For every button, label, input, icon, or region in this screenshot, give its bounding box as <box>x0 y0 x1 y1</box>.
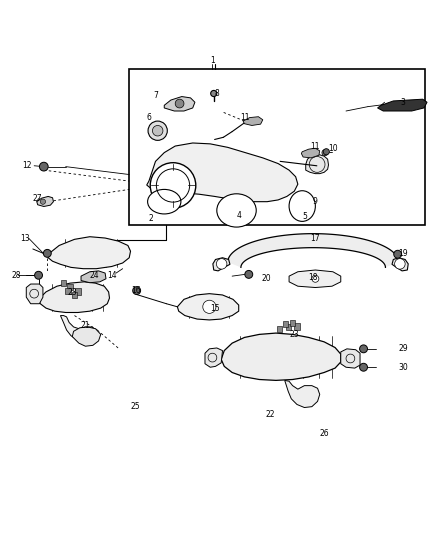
Ellipse shape <box>39 162 48 171</box>
Polygon shape <box>228 233 399 268</box>
Text: 14: 14 <box>107 271 117 280</box>
Polygon shape <box>301 148 320 158</box>
Polygon shape <box>65 287 71 294</box>
Ellipse shape <box>360 345 367 353</box>
Text: 21: 21 <box>81 321 90 330</box>
Ellipse shape <box>43 249 51 257</box>
Ellipse shape <box>35 271 42 279</box>
Polygon shape <box>392 258 408 271</box>
Text: 2: 2 <box>149 214 153 223</box>
Text: 22: 22 <box>266 410 276 419</box>
Text: 27: 27 <box>32 194 42 203</box>
Ellipse shape <box>152 125 163 136</box>
Polygon shape <box>306 155 328 174</box>
Text: 24: 24 <box>89 271 99 280</box>
Polygon shape <box>67 284 73 290</box>
Polygon shape <box>294 324 300 329</box>
Text: 17: 17 <box>311 233 320 243</box>
Text: 26: 26 <box>319 429 329 438</box>
Polygon shape <box>147 143 298 201</box>
Polygon shape <box>60 316 95 342</box>
Text: 5: 5 <box>302 212 307 221</box>
Text: 20: 20 <box>261 274 271 283</box>
Ellipse shape <box>394 251 402 258</box>
Text: 30: 30 <box>398 363 408 372</box>
Polygon shape <box>290 320 295 326</box>
Text: 29: 29 <box>398 344 408 353</box>
Polygon shape <box>61 280 66 286</box>
Text: 18: 18 <box>308 273 318 282</box>
Text: 12: 12 <box>22 161 32 170</box>
Ellipse shape <box>175 99 184 108</box>
Ellipse shape <box>289 191 315 221</box>
Ellipse shape <box>360 364 367 371</box>
Polygon shape <box>341 349 360 368</box>
Polygon shape <box>221 333 341 381</box>
Text: 4: 4 <box>236 211 241 220</box>
Text: 13: 13 <box>21 233 30 243</box>
Polygon shape <box>81 271 106 282</box>
Polygon shape <box>75 288 81 295</box>
Text: 9: 9 <box>313 197 318 206</box>
Polygon shape <box>37 197 53 206</box>
Ellipse shape <box>245 270 253 278</box>
Ellipse shape <box>395 259 405 269</box>
Text: 25: 25 <box>131 402 141 411</box>
Text: 23: 23 <box>67 288 77 297</box>
Ellipse shape <box>40 199 46 204</box>
Polygon shape <box>283 321 288 327</box>
Text: 10: 10 <box>328 144 338 153</box>
Ellipse shape <box>150 163 196 208</box>
Text: 19: 19 <box>398 249 408 258</box>
Ellipse shape <box>203 300 216 313</box>
Polygon shape <box>26 284 43 304</box>
Text: 23: 23 <box>290 330 299 339</box>
Text: 11: 11 <box>240 113 250 122</box>
Ellipse shape <box>217 194 256 227</box>
Polygon shape <box>164 96 195 111</box>
Ellipse shape <box>211 91 217 96</box>
Polygon shape <box>243 117 263 125</box>
Polygon shape <box>289 270 341 287</box>
Text: 7: 7 <box>153 91 158 100</box>
Polygon shape <box>378 99 427 111</box>
Polygon shape <box>205 348 223 367</box>
Ellipse shape <box>312 275 319 282</box>
Polygon shape <box>48 237 131 269</box>
Polygon shape <box>72 292 77 298</box>
Text: 28: 28 <box>12 271 21 280</box>
Polygon shape <box>72 327 101 346</box>
Polygon shape <box>177 294 239 320</box>
Ellipse shape <box>148 121 167 140</box>
Polygon shape <box>277 326 282 332</box>
Text: 15: 15 <box>210 304 219 313</box>
Ellipse shape <box>322 150 328 156</box>
Polygon shape <box>39 282 110 312</box>
Text: 16: 16 <box>131 286 141 295</box>
Text: 11: 11 <box>311 142 320 150</box>
Ellipse shape <box>133 287 141 295</box>
Ellipse shape <box>216 259 227 269</box>
Polygon shape <box>285 381 320 408</box>
Ellipse shape <box>323 149 329 155</box>
Ellipse shape <box>148 189 181 214</box>
Text: 3: 3 <box>400 98 406 107</box>
Text: 6: 6 <box>146 113 152 122</box>
Bar <box>129 69 425 225</box>
Text: 8: 8 <box>215 89 219 98</box>
Polygon shape <box>213 258 230 271</box>
Polygon shape <box>286 324 291 330</box>
Text: 1: 1 <box>210 56 215 65</box>
